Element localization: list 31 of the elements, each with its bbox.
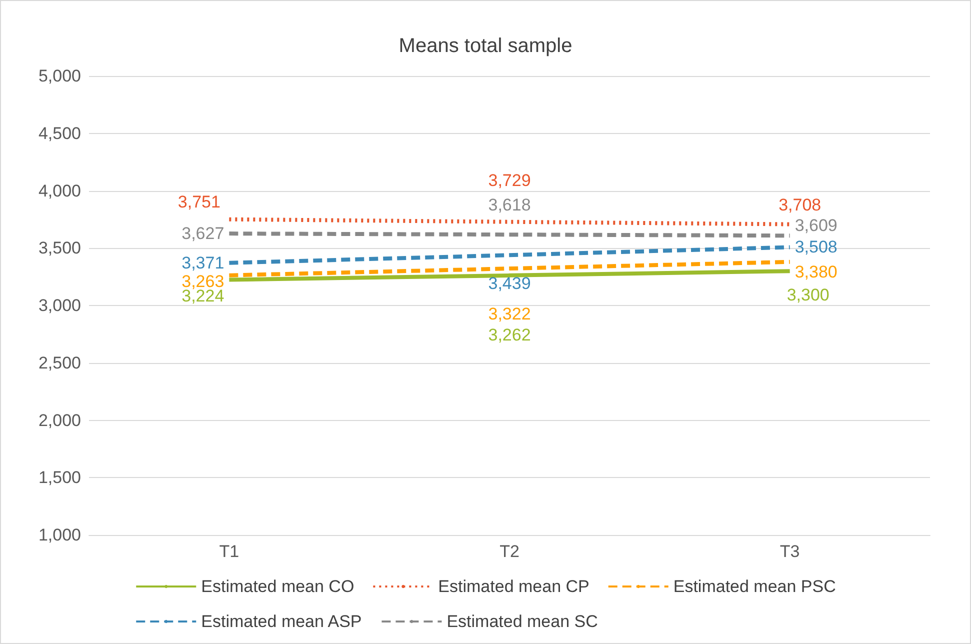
y-tick-label: 2,500 bbox=[38, 353, 81, 372]
x-tick-label: T2 bbox=[500, 542, 520, 561]
y-tick-label: 1,500 bbox=[38, 468, 81, 488]
y-tick-label: 5,000 bbox=[38, 66, 81, 86]
data-label: 3,751 bbox=[178, 192, 220, 212]
data-label: 3,618 bbox=[488, 196, 531, 215]
data-label: 3,380 bbox=[794, 262, 838, 282]
data-label: 3,609 bbox=[794, 216, 838, 236]
y-tick-label: 3,500 bbox=[38, 238, 81, 258]
data-label: 3,322 bbox=[488, 304, 531, 324]
legend-label: Estimated mean CO bbox=[201, 577, 354, 596]
legend-label: Estimated mean CP bbox=[438, 577, 590, 596]
chart-title: Means total sample bbox=[398, 35, 572, 57]
legend-label: Estimated mean SC bbox=[446, 612, 598, 631]
y-tick-label: 4,000 bbox=[38, 181, 81, 200]
x-tick-label: T1 bbox=[219, 542, 240, 561]
legend-label: Estimated mean ASP bbox=[201, 612, 362, 631]
data-label: 3,371 bbox=[182, 253, 224, 272]
data-label: 3,708 bbox=[778, 195, 822, 214]
data-label: 3,300 bbox=[786, 286, 830, 305]
data-label: 3,508 bbox=[794, 238, 838, 257]
data-label: 3,439 bbox=[488, 274, 531, 294]
x-tick-label: T3 bbox=[780, 542, 800, 561]
y-tick-label: 4,500 bbox=[38, 124, 81, 143]
data-label: 3,627 bbox=[182, 224, 224, 244]
y-tick-label: 1,000 bbox=[38, 526, 81, 544]
data-label: 3,729 bbox=[488, 170, 531, 190]
data-label: 3,262 bbox=[488, 325, 531, 344]
legend-label: Estimated mean PSC bbox=[673, 577, 836, 596]
y-tick-label: 2,000 bbox=[38, 410, 81, 430]
y-tick-label: 3,000 bbox=[38, 296, 81, 315]
